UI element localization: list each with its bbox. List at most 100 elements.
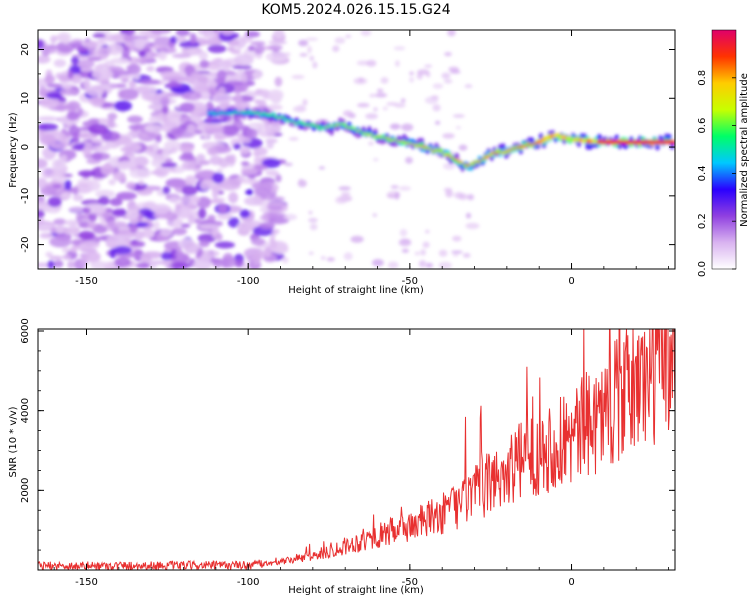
noise-blob — [148, 115, 164, 124]
noise-blob — [366, 59, 377, 67]
noise-blob — [236, 221, 255, 232]
noise-blob — [358, 77, 364, 83]
noise-blob — [398, 238, 412, 247]
noise-blob — [160, 228, 173, 237]
noise-blob — [214, 241, 235, 249]
noise-blob — [267, 213, 288, 219]
colorbar-ticks: 0.0 0.2 0.4 0.6 0.8 — [697, 70, 736, 277]
noise-blob — [161, 251, 173, 261]
noise-blob — [342, 110, 353, 117]
noise-blob — [126, 209, 139, 220]
ridge-cell — [483, 156, 489, 160]
noise-blob — [251, 251, 262, 263]
noise-blob — [175, 249, 184, 260]
noise-blob — [71, 42, 83, 49]
noise-blob — [298, 178, 303, 184]
noise-blob — [284, 162, 293, 167]
noise-blob — [88, 181, 101, 191]
noise-blob — [75, 212, 84, 223]
noise-blob — [38, 209, 45, 219]
noise-blob — [100, 163, 115, 176]
noise-blob — [223, 70, 237, 76]
noise-blob — [196, 153, 206, 162]
noise-blob — [432, 104, 441, 112]
noise-blob — [60, 192, 71, 199]
noise-blob — [441, 72, 451, 79]
noise-blob — [53, 260, 64, 268]
ridge-cell — [503, 152, 509, 159]
noise-blob — [108, 179, 116, 186]
noise-blob — [47, 260, 55, 269]
noise-blob — [393, 46, 406, 51]
noise-blob — [179, 102, 195, 113]
noise-blob — [121, 47, 131, 58]
noise-blob — [64, 179, 72, 191]
noise-blob — [455, 126, 462, 130]
noise-blob — [247, 45, 256, 51]
noise-blob — [107, 112, 118, 121]
noise-blob — [162, 105, 169, 115]
noise-blob — [451, 250, 463, 254]
noise-blob — [465, 212, 472, 219]
noise-blob — [77, 133, 99, 139]
noise-blob — [79, 241, 100, 249]
noise-blob — [372, 213, 378, 218]
noise-blob — [432, 83, 444, 89]
spectrogram-xtick-label: -50 — [402, 276, 418, 287]
noise-blob — [207, 44, 227, 54]
noise-blob — [38, 177, 48, 189]
noise-blob — [139, 30, 152, 35]
noise-blob — [228, 191, 239, 204]
noise-blob — [199, 181, 210, 190]
noise-blob — [123, 34, 134, 43]
noise-blob — [51, 174, 67, 183]
noise-blob — [148, 86, 157, 96]
noise-blob — [424, 64, 433, 68]
snr-panel: -150 -100 -50 0 2000 4000 6000 Height of strai… — [8, 318, 676, 596]
noise-blob — [71, 56, 80, 66]
noise-blob — [305, 37, 319, 41]
noise-blob — [206, 30, 216, 39]
noise-blob — [373, 107, 378, 112]
noise-blob — [88, 123, 109, 135]
noise-blob — [266, 141, 274, 150]
noise-blob — [175, 36, 187, 43]
noise-blob — [390, 185, 399, 189]
noise-blob — [55, 224, 65, 234]
snr-series-line — [38, 329, 675, 570]
noise-blob — [39, 96, 60, 109]
noise-blob — [254, 156, 261, 165]
noise-blob — [153, 212, 174, 219]
snr-xtick-label: -50 — [402, 577, 418, 588]
noise-blob — [298, 39, 309, 47]
noise-blob — [159, 70, 181, 79]
noise-blob — [92, 33, 106, 38]
ridge-cell — [614, 134, 620, 141]
noise-blob — [95, 189, 116, 199]
noise-blob — [66, 100, 81, 111]
noise-blob — [229, 154, 237, 165]
noise-blob — [237, 136, 252, 144]
noise-blob — [444, 52, 452, 57]
noise-blob — [345, 34, 352, 39]
noise-blob — [69, 222, 77, 231]
snr-ylabel: SNR (10 * v/v) — [8, 406, 19, 477]
colorbar-tick-label: 0.4 — [697, 165, 708, 181]
noise-blob — [109, 197, 123, 207]
noise-blob — [418, 259, 427, 268]
snr-axes: -150 -100 -50 0 2000 4000 6000 — [20, 318, 675, 588]
noise-blob — [111, 208, 127, 217]
noise-blob — [164, 157, 173, 164]
noise-blob — [38, 55, 51, 64]
noise-blob — [127, 63, 141, 75]
noise-blob — [107, 219, 115, 228]
noise-blob — [113, 245, 132, 255]
noise-blob — [72, 186, 79, 196]
noise-blob — [90, 260, 108, 269]
noise-blob — [282, 256, 289, 264]
noise-blob — [399, 228, 408, 237]
noise-blob — [107, 119, 116, 129]
noise-blob — [212, 189, 219, 199]
noise-blob — [228, 217, 240, 228]
noise-blob — [44, 74, 56, 84]
